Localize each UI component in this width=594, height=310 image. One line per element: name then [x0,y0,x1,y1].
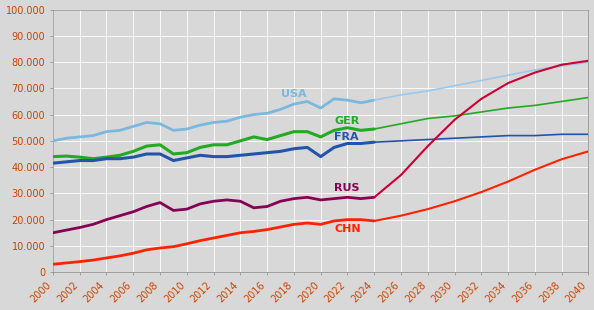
Text: USA: USA [280,89,306,99]
Text: FRA: FRA [334,132,359,142]
Text: RUS: RUS [334,183,359,193]
Text: GER: GER [334,116,359,126]
Text: CHN: CHN [334,224,361,234]
